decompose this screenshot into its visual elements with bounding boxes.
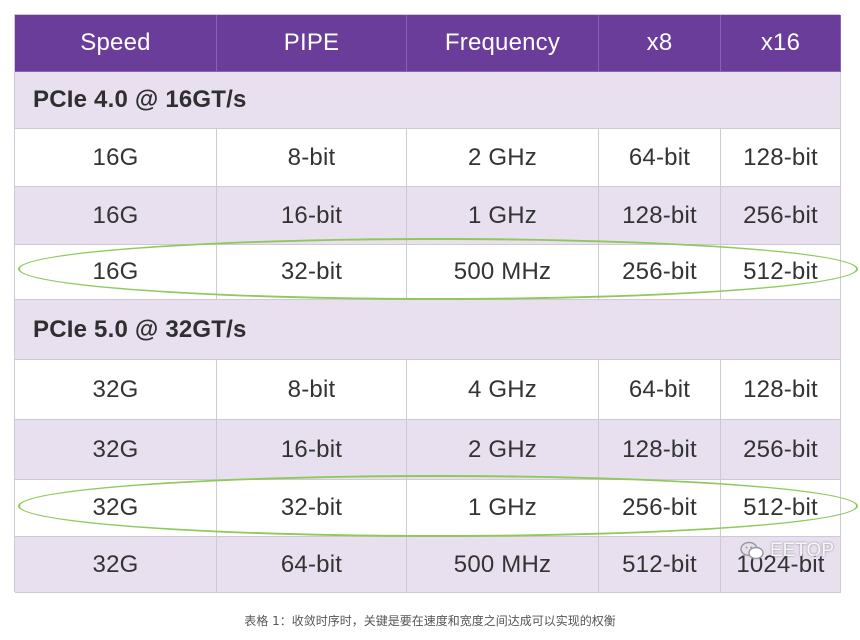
wechat-icon bbox=[740, 541, 764, 560]
table-cell: 1 GHz bbox=[407, 187, 599, 245]
table-cell: 8-bit bbox=[217, 129, 407, 187]
table-cell: 4 GHz bbox=[407, 360, 599, 420]
table-cell: 128-bit bbox=[721, 360, 841, 420]
table-cell: 512-bit bbox=[599, 537, 721, 593]
table-cell: 16-bit bbox=[217, 187, 407, 245]
table-cell: 64-bit bbox=[599, 129, 721, 187]
highlight-ellipse-pcie5-32bit bbox=[18, 475, 858, 537]
table-cell: 64-bit bbox=[217, 537, 407, 593]
table-cell: 32G bbox=[15, 420, 217, 480]
highlight-ellipse-pcie4-32bit bbox=[18, 238, 858, 300]
table-caption: 表格 1：收敛时序时，关键是要在速度和宽度之间达成可以实现的权衡 bbox=[244, 614, 616, 628]
header-x8: x8 bbox=[599, 15, 721, 72]
table-cell: 16G bbox=[15, 129, 217, 187]
header-frequency: Frequency bbox=[407, 15, 599, 72]
watermark: EETOP bbox=[740, 540, 834, 562]
header-pipe: PIPE bbox=[217, 15, 407, 72]
table-cell: 2 GHz bbox=[407, 420, 599, 480]
table-cell: 128-bit bbox=[721, 129, 841, 187]
table-cell: 32G bbox=[15, 537, 217, 593]
table-cell: 2 GHz bbox=[407, 129, 599, 187]
table-cell: 256-bit bbox=[721, 187, 841, 245]
header-x16: x16 bbox=[721, 15, 841, 72]
table-cell: 16-bit bbox=[217, 420, 407, 480]
table-cell: 128-bit bbox=[599, 420, 721, 480]
table-cell: 8-bit bbox=[217, 360, 407, 420]
watermark-text: EETOP bbox=[769, 540, 834, 561]
table-cell: 16G bbox=[15, 187, 217, 245]
table-cell: 500 MHz bbox=[407, 537, 599, 593]
table-cell: 256-bit bbox=[721, 420, 841, 480]
table-cell: 128-bit bbox=[599, 187, 721, 245]
section-title-pcie5: PCIe 5.0 @ 32GT/s bbox=[15, 300, 841, 360]
table-cell: 64-bit bbox=[599, 360, 721, 420]
header-speed: Speed bbox=[15, 15, 217, 72]
section-title-pcie4: PCIe 4.0 @ 16GT/s bbox=[15, 72, 841, 129]
table-cell: 32G bbox=[15, 360, 217, 420]
